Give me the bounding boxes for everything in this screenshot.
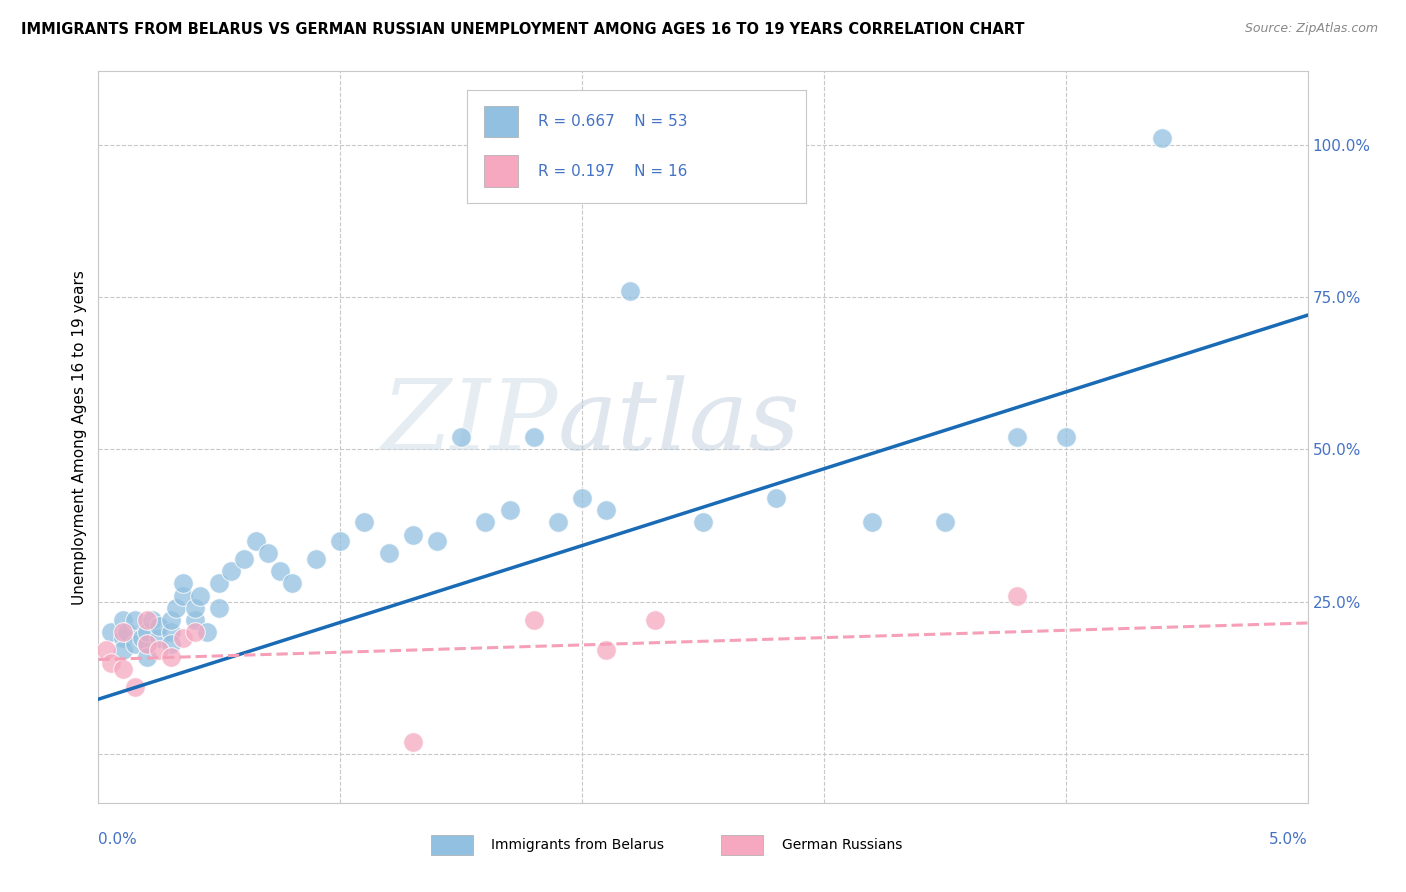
Text: IMMIGRANTS FROM BELARUS VS GERMAN RUSSIAN UNEMPLOYMENT AMONG AGES 16 TO 19 YEARS: IMMIGRANTS FROM BELARUS VS GERMAN RUSSIA…	[21, 22, 1025, 37]
Point	[1054, 430, 1077, 444]
Point	[377, 546, 399, 560]
Point	[208, 600, 231, 615]
Point	[135, 637, 157, 651]
Point	[256, 546, 278, 560]
Point	[619, 284, 641, 298]
Point	[402, 527, 425, 541]
Point	[523, 613, 546, 627]
Point	[124, 680, 146, 694]
Text: Source: ZipAtlas.com: Source: ZipAtlas.com	[1244, 22, 1378, 36]
Point	[860, 516, 883, 530]
Point	[426, 533, 449, 548]
Point	[450, 430, 472, 444]
Point	[100, 656, 122, 670]
Point	[523, 430, 546, 444]
Point	[184, 613, 207, 627]
Point	[124, 637, 146, 651]
Point	[353, 516, 375, 530]
Point	[160, 613, 183, 627]
Point	[281, 576, 304, 591]
Point	[184, 625, 207, 640]
Point	[135, 613, 157, 627]
Point	[221, 564, 243, 578]
Point	[111, 625, 134, 640]
Point	[571, 491, 593, 505]
Point	[124, 613, 146, 627]
Point	[208, 576, 231, 591]
Text: ZIP: ZIP	[381, 375, 558, 470]
Point	[131, 632, 153, 646]
Point	[100, 625, 122, 640]
Point	[148, 619, 170, 633]
Point	[135, 637, 157, 651]
Point	[111, 662, 134, 676]
Point	[765, 491, 787, 505]
Point	[165, 600, 187, 615]
Point	[305, 552, 328, 566]
Point	[135, 625, 157, 640]
Point	[172, 576, 194, 591]
Point	[148, 643, 170, 657]
Point	[595, 643, 617, 657]
Point	[195, 625, 218, 640]
Point	[402, 735, 425, 749]
Text: 5.0%: 5.0%	[1268, 832, 1308, 847]
Point	[172, 632, 194, 646]
Point	[692, 516, 714, 530]
Point	[160, 637, 183, 651]
Point	[111, 643, 134, 657]
Point	[1007, 589, 1029, 603]
Point	[148, 632, 170, 646]
Point	[160, 649, 183, 664]
Y-axis label: Unemployment Among Ages 16 to 19 years: Unemployment Among Ages 16 to 19 years	[72, 269, 87, 605]
Point	[188, 589, 211, 603]
Point	[644, 613, 666, 627]
Point	[1152, 131, 1174, 145]
Point	[117, 625, 139, 640]
Point	[135, 649, 157, 664]
Point	[269, 564, 291, 578]
Point	[474, 516, 496, 530]
Point	[595, 503, 617, 517]
Point	[329, 533, 352, 548]
Point	[934, 516, 956, 530]
Point	[172, 589, 194, 603]
Point	[111, 613, 134, 627]
Point	[94, 643, 117, 657]
Point	[141, 613, 163, 627]
Point	[547, 516, 569, 530]
Point	[184, 600, 207, 615]
Point	[498, 503, 520, 517]
Point	[160, 625, 183, 640]
Point	[111, 632, 134, 646]
Text: atlas: atlas	[558, 375, 800, 470]
Text: 0.0%: 0.0%	[98, 832, 138, 847]
Point	[232, 552, 254, 566]
Point	[245, 533, 267, 548]
Point	[1007, 430, 1029, 444]
